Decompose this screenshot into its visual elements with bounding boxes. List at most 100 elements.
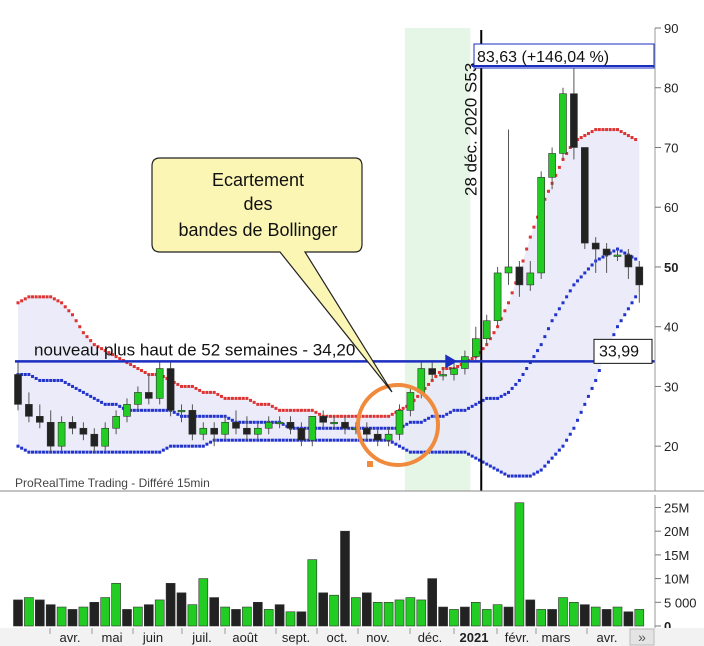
lower-band-dot (230, 438, 234, 442)
candle (428, 368, 437, 375)
mid-band-dot (74, 386, 78, 390)
lower-band-dot (481, 460, 485, 464)
upper-band-dot (416, 394, 420, 398)
lower-band-dot (292, 438, 296, 442)
volume-tick-label: 15M (664, 548, 689, 563)
candle (591, 242, 600, 250)
upper-band-dot (437, 371, 441, 375)
lower-band-dot (219, 438, 223, 442)
lower-band-dot (289, 438, 292, 442)
lower-band-dot (546, 460, 550, 464)
price-tick-label: 70 (664, 140, 678, 155)
mid-band-dot (230, 418, 234, 422)
lower-band-dot (227, 438, 231, 442)
lower-band-dot (350, 438, 354, 442)
upper-band-dot (387, 414, 391, 418)
upper-band-dot (187, 384, 191, 388)
candle (177, 410, 186, 413)
lower-band-dot (590, 386, 594, 390)
lower-band-dot (190, 444, 194, 448)
volume-bar (220, 606, 230, 627)
lower-band-dot (470, 454, 474, 458)
upper-band-dot (118, 357, 122, 361)
mid-band-dot (219, 414, 223, 418)
upper-band-dot (85, 335, 89, 339)
high-label: 83,63 (+146,04 %) (477, 49, 609, 66)
volume-bar (361, 592, 372, 627)
upper-band-dot (307, 408, 311, 412)
upper-band-dot (227, 396, 231, 400)
upper-band-dot (219, 394, 223, 398)
mid-band-dot (110, 402, 114, 406)
volume-bar (612, 606, 623, 627)
mid-band-dot (427, 416, 431, 420)
candle (395, 410, 404, 435)
candle (450, 368, 458, 375)
volume-bar (187, 604, 198, 627)
lower-band-dot (459, 450, 463, 454)
upper-band-dot (209, 390, 213, 394)
scroll-right-icon[interactable]: » (638, 629, 646, 645)
mid-band-dot (216, 414, 220, 418)
candle (482, 320, 491, 339)
lower-band-dot (147, 450, 151, 454)
upper-band-dot (270, 404, 274, 408)
candle (406, 392, 415, 411)
upper-band-dot (78, 325, 82, 329)
mid-band-dot (463, 408, 467, 412)
upper-band-dot (96, 345, 100, 349)
volume-bar (416, 599, 427, 627)
mid-band-dot (176, 412, 180, 416)
mid-band-dot (579, 275, 583, 279)
lower-band-dot (121, 450, 125, 454)
callout-line-1: Ecartement (212, 170, 304, 190)
date-marker-label: 28 déc. 2020 S53 (461, 63, 480, 196)
upper-band-dot (249, 398, 253, 402)
upper-band-dot (110, 353, 114, 357)
lower-band-dot (343, 438, 347, 442)
upper-band-dot (557, 165, 561, 169)
lower-band-dot (238, 438, 242, 442)
lower-band-dot (521, 474, 525, 478)
mid-band-dot (281, 422, 285, 426)
52-week-high-annotation: nouveau plus haut de 52 semaines - 34,20 (34, 340, 355, 359)
mid-band-dot (383, 426, 387, 430)
upper-band-dot (619, 130, 623, 134)
upper-band-dot (314, 410, 318, 414)
upper-band-dot (350, 414, 354, 418)
callout-line-2: des (243, 194, 272, 214)
lower-band-dot (318, 438, 322, 442)
volume-bar (78, 606, 89, 627)
mid-band-dot (597, 257, 601, 261)
upper-band-dot (481, 347, 485, 351)
month-label: nov. (366, 630, 390, 645)
mid-band-dot (71, 384, 74, 388)
upper-band-dot (63, 305, 67, 309)
lower-band-dot (398, 444, 401, 448)
candle (123, 404, 131, 417)
lower-band-dot (136, 450, 140, 454)
mid-band-dot (499, 394, 503, 398)
lower-band-dot (71, 450, 74, 454)
lower-band-dot (597, 369, 601, 373)
volume-bar (133, 606, 143, 627)
mid-band-dot (467, 406, 471, 410)
bollinger-lower-band (16, 295, 638, 478)
lower-band-dot (619, 319, 623, 323)
scroll-right-button[interactable] (629, 628, 655, 646)
lower-band-dot (452, 450, 456, 454)
mid-band-dot (158, 408, 162, 412)
upper-band-dot (427, 382, 431, 386)
upper-band-dot (129, 363, 133, 367)
mid-band-dot (496, 396, 500, 400)
upper-band-dot (140, 369, 144, 373)
mid-band-dot (81, 390, 85, 394)
volume-bar (231, 609, 241, 627)
lower-band-dot (616, 325, 619, 329)
candle (362, 427, 371, 435)
candle (613, 254, 622, 257)
upper-band-dot (205, 390, 209, 394)
lower-band-dot (154, 450, 158, 454)
upper-band-dot (372, 414, 376, 418)
lower-band-dot (281, 438, 285, 442)
